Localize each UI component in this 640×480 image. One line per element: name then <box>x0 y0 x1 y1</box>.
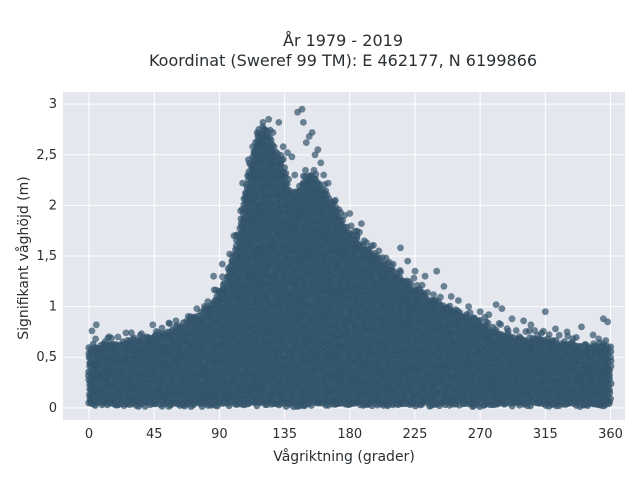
data-point <box>158 324 166 332</box>
data-point <box>92 335 99 343</box>
data-point <box>312 170 320 178</box>
chart-title-line-2: Koordinat (Sweref 99 TM): E 462177, N 61… <box>149 51 537 70</box>
data-point <box>282 169 290 177</box>
data-point <box>108 334 115 342</box>
data-point <box>122 329 130 337</box>
data-point <box>322 187 330 195</box>
chart-title-line-1: År 1979 - 2019 <box>283 31 403 50</box>
data-point <box>279 155 287 163</box>
data-point <box>302 166 309 174</box>
data-point <box>127 329 135 337</box>
data-point <box>267 136 275 144</box>
data-point <box>166 320 174 327</box>
data-points <box>85 105 615 411</box>
data-point <box>285 176 292 183</box>
